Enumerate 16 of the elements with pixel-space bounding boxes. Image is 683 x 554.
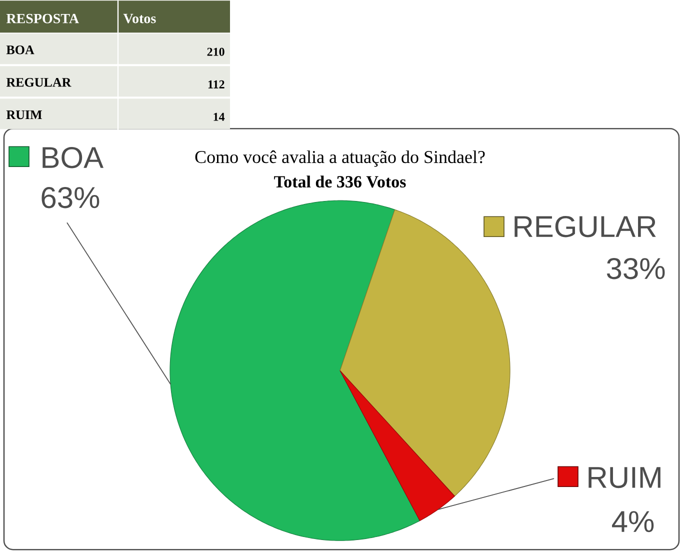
category-label: REGULAR bbox=[6, 78, 72, 87]
legend-label: REGULAR bbox=[514, 216, 656, 238]
data-label: 33% bbox=[606, 258, 665, 280]
text: RESPOSTA bbox=[6, 14, 79, 24]
legend-label: RUIM bbox=[588, 467, 660, 488]
category-label: BOA bbox=[6, 46, 34, 54]
chart-title: Como você avalia a atuação do Sindael? bbox=[195, 150, 485, 167]
legend-label: BOA bbox=[42, 147, 104, 168]
data-label: 210 bbox=[207, 48, 224, 56]
text: Total de 336 Votos bbox=[274, 176, 406, 188]
data-label: 63% bbox=[42, 187, 100, 208]
data-label: 14 bbox=[214, 113, 225, 122]
data-label: 112 bbox=[208, 80, 224, 89]
text: Votos bbox=[123, 14, 156, 24]
data-label: 4% bbox=[612, 511, 654, 532]
category-label: RUIM bbox=[6, 110, 42, 120]
